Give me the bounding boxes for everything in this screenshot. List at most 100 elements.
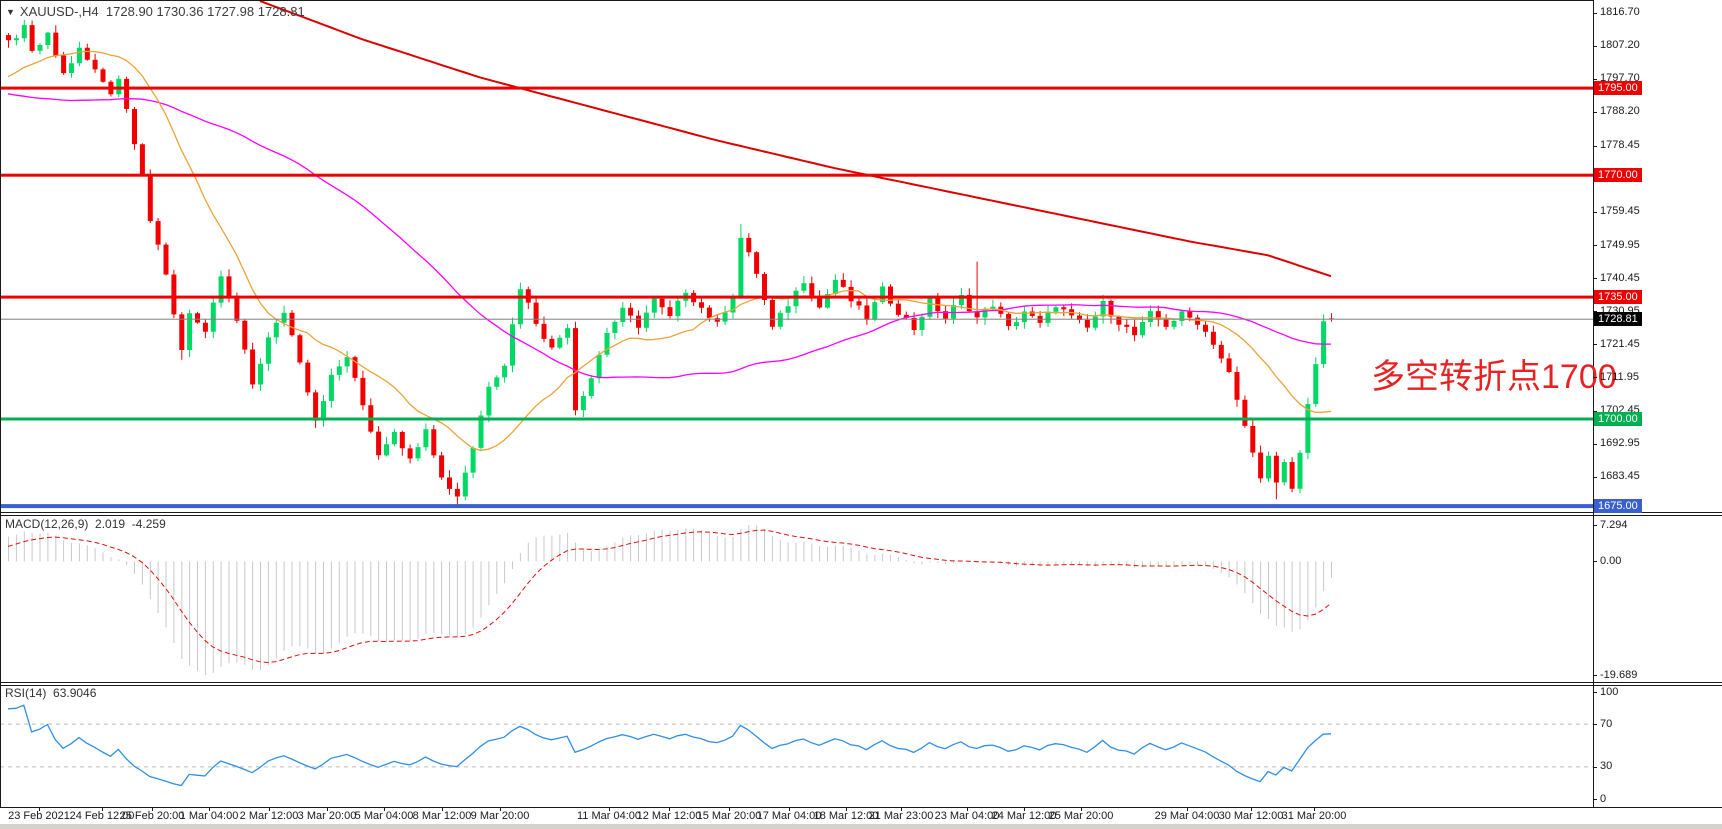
time-tick-mark (384, 807, 385, 811)
time-tick-label: 11 Mar 04:00 (576, 810, 642, 822)
price-tick-label: 1788.20 (1600, 105, 1640, 118)
price-tick-mark (1593, 476, 1597, 478)
time-tick-label: 12 Mar 12:00 (636, 810, 702, 822)
price-badge-1735.00: 1735.00 (1594, 290, 1642, 305)
chart-title: ▼ XAUUSD-,H4 1728.90 1730.36 1727.98 1728… (6, 4, 305, 19)
time-tick-mark (669, 807, 670, 811)
rsi-separator-top[interactable] (0, 682, 1722, 683)
time-tick-mark (1081, 807, 1082, 811)
time-tick-label: 30 Mar 12:00 (1218, 810, 1284, 822)
price-tick-label: 1759.45 (1600, 205, 1640, 218)
macd-separator-bottom[interactable] (0, 515, 1722, 516)
macd-label: MACD(12,26,9) 2.019 -4.259 (5, 517, 166, 531)
time-tick-label: 25 Feb 20:00 (119, 810, 185, 822)
time-tick-label: 9 Mar 20:00 (470, 810, 530, 822)
time-tick-mark (39, 807, 40, 811)
price-badge-1770.00: 1770.00 (1594, 168, 1642, 183)
price-badge-1700.00: 1700.00 (1594, 412, 1642, 426)
chart-top-border (0, 0, 1593, 1)
rsi-tick-label: 100 (1600, 685, 1619, 698)
price-tick-label: 1692.95 (1600, 437, 1640, 450)
time-tick-label: 24 Mar 12:00 (991, 810, 1057, 822)
symbol-timeframe-label: XAUUSD-,H4 (19, 4, 99, 19)
time-tick-mark (442, 807, 443, 811)
level-line-1700.00[interactable] (0, 417, 1593, 421)
ma-fast-line (7, 50, 1332, 452)
price-badge-1675.00: 1675.00 (1594, 499, 1642, 514)
macd-tick-mark (1593, 675, 1597, 676)
rsi-line (7, 704, 1332, 787)
current-price-badge: 1728.81 (1594, 311, 1642, 326)
time-tick-mark (269, 807, 270, 811)
current-price-line (0, 318, 1593, 320)
price-tick-label: 1740.45 (1600, 271, 1640, 284)
time-tick-label: 23 Feb 2021 (8, 810, 70, 822)
macd-signal-line (7, 529, 1332, 664)
time-tick-label: 18 Mar 12:00 (813, 810, 879, 822)
time-tick-mark (1024, 807, 1025, 811)
window-bottom-strip (0, 824, 1722, 829)
time-tick-mark (1187, 807, 1188, 811)
time-tick-mark (789, 807, 790, 811)
price-tick-mark (1593, 211, 1597, 213)
rsi-name: RSI(14) (5, 686, 47, 700)
ohlc-values-label: 1728.90 1730.36 1727.98 1728.81 (105, 4, 305, 19)
chart-annotation-text: 多空转折点1700 (1371, 358, 1617, 396)
time-tick-label: 1 Mar 04:00 (179, 810, 239, 822)
macd-indicator-panel[interactable] (0, 516, 1593, 682)
macd-separator-top[interactable] (0, 512, 1722, 513)
candles-down (6, 25, 1334, 497)
price-chart-panel[interactable] (0, 0, 1593, 512)
time-tick-label: 29 Mar 04:00 (1154, 810, 1220, 822)
time-tick-mark (152, 807, 153, 811)
time-tick-mark (102, 807, 103, 811)
price-tick-label: 1683.45 (1600, 470, 1640, 483)
price-tick-mark (1593, 78, 1597, 80)
time-tick-label: 15 Mar 20:00 (696, 810, 762, 822)
macd-main-value: 2.019 (95, 517, 126, 531)
level-line-1770.00[interactable] (0, 173, 1593, 177)
price-tick-mark (1593, 111, 1597, 113)
rsi-indicator-panel[interactable] (0, 685, 1593, 807)
time-tick-label: 17 Mar 04:00 (756, 810, 822, 822)
time-tick-mark (609, 807, 610, 811)
ma-slow-line (7, 93, 1331, 379)
candles-up (13, 25, 1327, 497)
rsi-tick-label: 0 (1600, 792, 1607, 805)
price-tick-label: 1807.20 (1600, 39, 1640, 52)
rsi-tick-mark (1593, 799, 1597, 800)
macd-tick-mark (1593, 525, 1597, 526)
time-tick-mark (327, 807, 328, 811)
level-line-1675.00[interactable] (0, 504, 1593, 509)
rsi-tick-mark (1593, 692, 1597, 693)
macd-name: MACD(12,26,9) (5, 517, 89, 531)
time-axis-border (0, 807, 1722, 808)
price-tick-label: 1816.70 (1600, 6, 1640, 18)
time-tick-label: 3 Mar 20:00 (297, 810, 357, 822)
price-tick-mark (1593, 344, 1597, 346)
time-tick-label: 23 Mar 04:00 (934, 810, 1000, 822)
time-tick-mark (1314, 807, 1315, 811)
price-tick-mark (1593, 12, 1597, 14)
time-tick-label: 8 Mar 12:00 (412, 810, 472, 822)
macd-tick-label: 0.00 (1600, 554, 1622, 567)
rsi-label: RSI(14) 63.9046 (5, 686, 96, 700)
price-tick-label: 1749.95 (1600, 238, 1640, 251)
time-tick-mark (500, 807, 501, 811)
ma-long-line (259, 0, 1332, 278)
price-tick-mark (1593, 278, 1597, 280)
price-tick-mark (1593, 377, 1597, 379)
level-line-1795.00[interactable] (0, 86, 1593, 90)
rsi-tick-mark (1593, 766, 1597, 768)
symbol-marker-icon: ▼ (6, 7, 15, 17)
price-axis-border (1593, 0, 1594, 808)
price-tick-label: 1711.95 (1600, 370, 1639, 383)
time-tick-label: 2 Mar 12:00 (239, 810, 299, 822)
time-tick-mark (209, 807, 210, 811)
time-tick-label: 25 Mar 20:00 (1048, 810, 1114, 822)
macd-tick-label: 7.294 (1600, 518, 1628, 531)
level-line-1735.00[interactable] (0, 295, 1593, 299)
rsi-separator-bottom[interactable] (0, 685, 1722, 686)
macd-tick-label: -19.689 (1600, 668, 1638, 681)
